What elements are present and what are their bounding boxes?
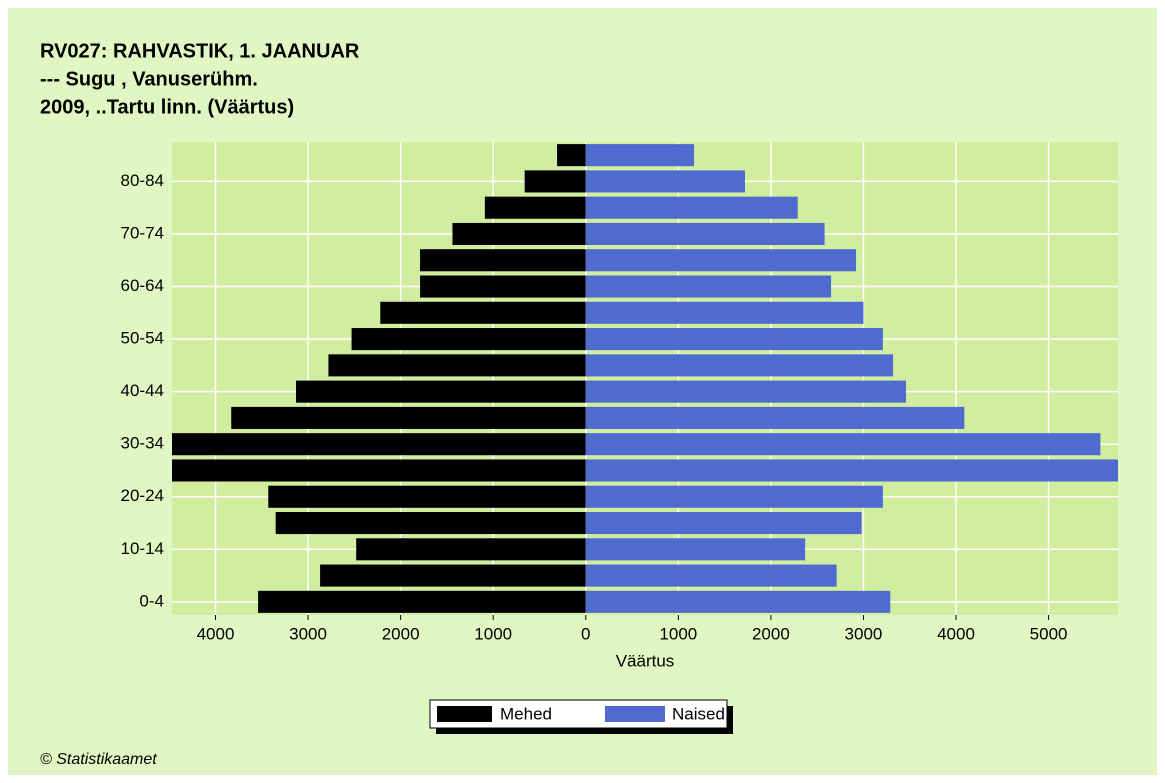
bar [585,328,883,351]
bar [585,196,798,219]
y-tick-label: 70-74 [121,223,164,242]
x-tick-label: 2000 [382,624,420,643]
title: 2009, ..Tartu linn. (Väärtus) [40,96,294,118]
x-tick-label: 4000 [937,624,975,643]
y-tick-label: 60-64 [121,276,164,295]
y-tick-label: 30-34 [121,434,164,453]
bar [275,511,586,535]
bar [172,433,586,456]
bar [320,564,586,587]
title: RV027: RAHVASTIK, 1. JAANUAR [40,40,360,62]
bar [231,406,586,429]
legend-label: Naised [672,704,725,723]
bar [585,511,862,535]
bar [258,590,586,613]
x-tick-label: 1000 [474,624,512,643]
x-tick-label: 1000 [659,624,697,643]
bar [172,459,586,482]
bar [585,222,825,246]
bar [585,275,832,298]
y-tick-label: 80-84 [121,171,164,190]
bar [585,406,965,429]
legend-swatch [437,706,492,722]
title: --- Sugu , Vanuserühm. [40,68,258,90]
x-tick-label: 5000 [1030,624,1068,643]
x-tick-label: 0 [581,624,590,643]
x-tick-label: 3000 [845,624,883,643]
y-tick-label: 0-4 [139,591,164,610]
bar [557,144,586,167]
bar [420,275,586,298]
bar [585,170,745,193]
y-tick-label: 40-44 [121,381,164,400]
bar [585,380,907,403]
y-tick-label: 50-54 [121,329,164,348]
bar [585,485,883,508]
bar [484,196,586,219]
bar [585,459,1118,482]
bar [585,301,864,324]
x-tick-label: 2000 [752,624,790,643]
bar [585,564,837,587]
x-axis-label: Väärtus [616,651,675,670]
bar [268,485,586,508]
bar [585,590,891,613]
x-tick-label: 3000 [289,624,327,643]
plot-area [172,142,1118,615]
y-tick-label: 20-24 [121,486,164,505]
legend-label: Mehed [500,704,552,723]
bar [380,301,586,324]
bar [585,249,857,272]
bar [585,354,894,377]
bar [585,538,806,561]
bar [328,354,586,377]
bar [356,538,586,561]
bar [585,144,695,167]
x-tick-label: 4000 [197,624,235,643]
y-tick-label: 10-14 [121,539,164,558]
bar [585,433,1101,456]
legend-swatch [605,706,665,722]
bar [452,222,586,246]
bar [524,170,586,193]
bar [351,328,586,351]
bar [296,380,586,403]
footer: © Statistikaamet [40,751,157,768]
bar [420,249,586,272]
